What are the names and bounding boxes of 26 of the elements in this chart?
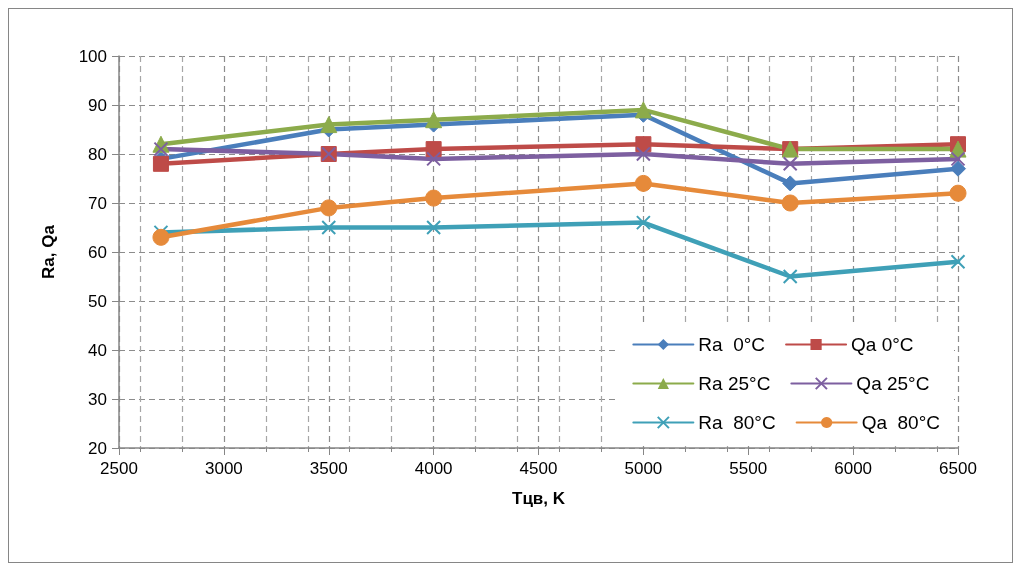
y-tick-label: 50 [88,291,107,311]
x-tick-label: 2500 [100,459,138,478]
y-tick-label: 40 [88,340,107,360]
x-tick-label: 5500 [729,459,768,478]
y-tick-label: 60 [88,242,107,262]
legend-label: Qa 0°C [851,334,914,355]
x-axis-title: Tцв, K [511,489,566,508]
legend-label: Ra 0°C [698,334,766,355]
y-tick-label: 100 [78,46,107,66]
legend-label: Qa 80°C [861,412,940,433]
legend-label: Ra 25°C [698,373,771,394]
legend-label: Ra 80°C [698,412,776,433]
y-tick-label: 90 [88,95,107,115]
x-tick-label: 3000 [204,459,243,478]
y-axis-title: Ra, Qa [39,224,58,279]
x-tick-label: 6500 [939,459,977,478]
y-tick-label: 80 [88,144,107,164]
legend-label: Qa 25°C [856,373,930,394]
x-tick-label: 6000 [834,459,873,478]
x-tick-label: 5000 [624,459,663,478]
x-tick-label: 4500 [519,459,558,478]
y-tick-label: 20 [88,438,107,458]
x-tick-label: 4000 [414,459,453,478]
y-tick-label: 70 [88,193,107,213]
y-tick-label: 30 [88,389,107,409]
x-tick-label: 3500 [309,459,348,478]
